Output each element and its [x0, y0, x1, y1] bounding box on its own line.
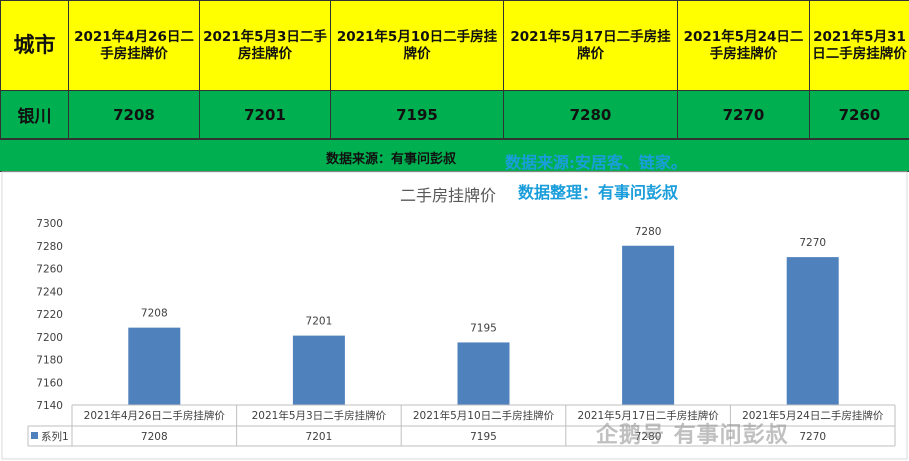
overlay-source-text: 数据来源:安居客、链家。	[505, 153, 687, 172]
chart-title: 二手房挂牌价	[400, 186, 497, 205]
x-category-label: 2021年5月3日二手房挂牌价	[252, 409, 387, 422]
price-cell: 7270	[677, 90, 810, 139]
city-cell: 银川	[0, 90, 69, 139]
y-tick-label: 7260	[36, 264, 63, 276]
bars: 7208 7201 7195 7280 7270	[128, 226, 839, 405]
y-tick-label: 7240	[36, 286, 63, 298]
legend-key	[31, 432, 38, 439]
series-name: 系列1	[41, 430, 69, 443]
table-value: 7280	[635, 431, 662, 443]
price-cell: 7195	[330, 90, 504, 139]
bar	[292, 335, 345, 405]
y-tick-label: 7220	[36, 309, 63, 321]
source-band: 数据来源：有事问彭叔	[0, 139, 909, 172]
table-row: 银川 7208 7201 7195 7280 7270 7260	[0, 90, 909, 139]
date-header: 2021年5月10日二手房挂牌价	[330, 0, 504, 91]
data-label: 7195	[470, 322, 497, 334]
date-header: 2021年5月24日二手房挂牌价	[677, 0, 810, 91]
date-header: 2021年5月31日二手房挂牌价	[809, 0, 909, 91]
y-tick-label: 7200	[36, 332, 63, 344]
data-label: 7201	[306, 316, 333, 328]
overlay-organizer-text: 数据整理：有事问彭叔	[518, 183, 679, 202]
watermark: 企鹅号 有事问彭叔	[596, 423, 789, 448]
price-cell: 7208	[68, 90, 200, 139]
date-header: 2021年5月3日二手房挂牌价	[199, 0, 331, 91]
y-tick-label: 7180	[36, 355, 63, 367]
price-table: 城市 2021年4月26日二手房挂牌价 2021年5月3日二手房挂牌价 2021…	[0, 0, 909, 139]
table-value: 7270	[799, 431, 826, 443]
data-label: 7280	[635, 226, 662, 238]
chart-border	[1, 171, 908, 460]
table-value: 7195	[470, 431, 497, 443]
price-cell: 7260	[809, 90, 909, 139]
table-value: 7201	[306, 431, 333, 443]
source-label: 数据来源：有事问彭叔	[326, 152, 457, 167]
y-tick-label: 7300	[36, 218, 63, 230]
x-category-label: 2021年5月24日二手房挂牌价	[742, 409, 884, 422]
bar	[457, 342, 510, 405]
data-label: 7208	[141, 308, 168, 320]
table-header-row: 城市 2021年4月26日二手房挂牌价 2021年5月3日二手房挂牌价 2021…	[0, 0, 909, 91]
y-tick-label: 7140	[36, 400, 63, 412]
bar	[786, 257, 839, 405]
y-tick-label: 7280	[36, 241, 63, 253]
data-label: 7270	[799, 237, 826, 249]
price-cell: 7201	[199, 90, 331, 139]
bar	[128, 327, 181, 405]
price-cell: 7280	[503, 90, 678, 139]
bar	[622, 245, 675, 405]
x-category-label: 2021年4月26日二手房挂牌价	[84, 409, 226, 422]
y-axis: 7140 7160 7180 7200 7220 7240 7260 7280 7300	[36, 218, 63, 412]
x-category-label: 2021年5月10日二手房挂牌价	[413, 409, 555, 422]
y-tick-label: 7160	[36, 377, 63, 389]
table-value: 7208	[141, 431, 168, 443]
city-header: 城市	[0, 0, 69, 91]
data-table: 2021年4月26日二手房挂牌价 2021年5月3日二手房挂牌价 2021年5月10…	[27, 404, 896, 447]
x-category-label: 2021年5月17日二手房挂牌价	[577, 409, 719, 422]
